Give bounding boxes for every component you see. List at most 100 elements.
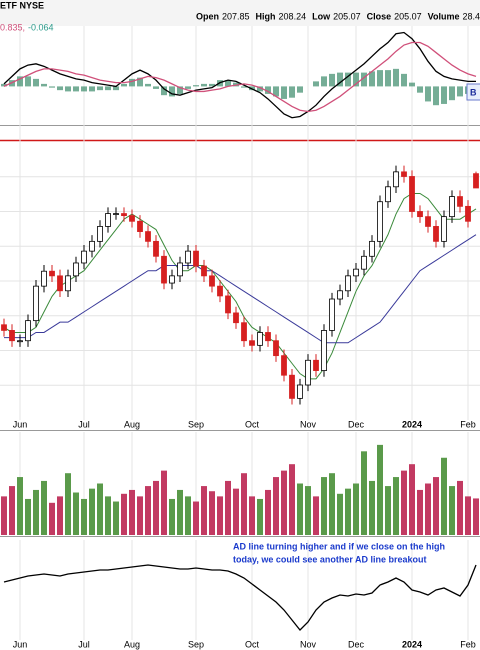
histogram-bar [73,86,79,92]
header-value: 205.07 [333,11,361,21]
candle-body [145,231,151,242]
histogram-bar [281,86,287,99]
histogram-bar [1,83,7,87]
volume-bar [17,477,23,535]
volume-bar [409,464,415,535]
histogram-bar [137,77,143,87]
candle-body [113,213,119,215]
candle-body [393,171,399,188]
histogram-bar [361,72,367,87]
candle-body [49,270,55,277]
candle-body [217,285,223,297]
candle-body [345,275,351,292]
histogram-bar [433,86,439,106]
histogram-bar [41,83,47,87]
candle-body [401,171,407,177]
candle-body [73,262,79,277]
volume-bar [209,491,215,535]
candle-body [289,374,295,399]
histogram-bar [265,86,271,94]
candle-body [305,359,311,386]
candle-body [425,216,431,227]
indicator-value: -0.064 [28,22,54,32]
volume-bar [177,489,183,535]
histogram-bar [193,85,199,87]
x-tick-label: Oct [245,639,260,649]
volume-bar [249,496,255,535]
header-label: High [256,11,276,21]
candle-body [225,295,231,314]
histogram-bar [241,86,247,88]
volume-bar [193,501,199,535]
histogram-bar [345,72,351,87]
candle-body [321,330,327,371]
histogram-bar [145,83,151,87]
volume-bar [41,480,47,535]
x-tick-label: Dec [348,639,365,649]
candle-body [449,196,455,218]
candle-body [1,324,7,331]
volume-bar [9,486,15,535]
header-value: 208.24 [279,11,307,21]
histogram-bar [89,86,95,92]
x-tick-label: Feb [460,419,476,429]
header-label: Open [196,11,219,21]
candle-body [153,240,159,257]
line [3,31,476,119]
candle-body [209,275,215,287]
candle-body [361,255,367,270]
candle-body [457,196,463,207]
volume-bar [313,496,319,535]
candle-body [337,290,343,300]
candle-body [65,275,71,292]
x-tick-label: Jun [13,419,28,429]
volume-bar [105,496,111,535]
candle-body [417,211,423,218]
candle-body [297,384,303,399]
volume-bar [217,496,223,535]
candle-body [57,275,63,292]
candle-body [185,250,191,264]
candle-body [89,240,95,252]
volume-bar [345,488,351,535]
volume-bar [113,501,119,535]
volume-bar [465,496,471,535]
volume-bar [241,473,247,535]
histogram-bar [353,72,359,87]
candle-body [353,268,359,277]
histogram-bar [185,86,191,89]
candle-body [465,205,471,222]
histogram-bar [49,86,55,88]
volume-bar [49,502,55,535]
x-tick-label: Nov [300,639,317,649]
x-tick-label: Sep [188,419,204,429]
volume-bar [145,486,151,535]
volume-bar [361,451,367,535]
candle-body [121,213,127,217]
volume-bar [321,477,327,535]
volume-bar [473,498,479,535]
header-label: Low [312,11,331,21]
x-tick-label: Aug [124,419,140,429]
annotation-box [466,83,480,101]
x-tick-label: Jun [13,639,28,649]
histogram-bar [113,86,119,91]
candle-body [441,216,447,242]
volume-bar [281,470,287,535]
candle-body [249,340,255,346]
histogram-bar [65,86,71,92]
volume-bar [433,477,439,535]
histogram-bar [57,86,63,91]
x-tick-label: Dec [348,419,365,429]
histogram-bar [321,76,327,87]
volume-bar [457,480,463,535]
candle-body [193,250,199,267]
histogram-bar [297,86,303,93]
annotation: today, we could see another AD line brea… [233,554,427,564]
volume-bar [441,457,447,535]
header-value: 28.4M [463,11,480,21]
histogram-bar [289,86,295,98]
candle-body [9,330,15,342]
x-tick-label: 2024 [402,419,422,429]
